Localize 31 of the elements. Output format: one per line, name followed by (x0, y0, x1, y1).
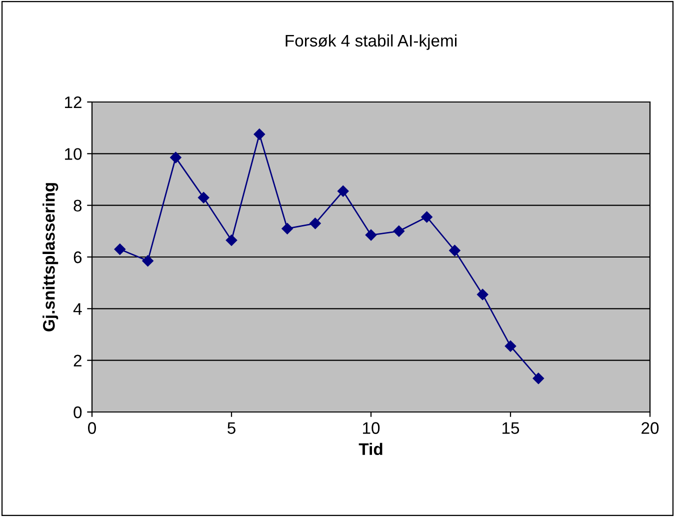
y-tick-label: 12 (65, 96, 82, 108)
point (449, 244, 460, 256)
y-tick-label: 0 (74, 406, 82, 418)
point (114, 244, 126, 255)
point (198, 192, 210, 204)
point (476, 288, 488, 300)
x-tick-label: 0 (88, 422, 96, 434)
point (170, 152, 182, 164)
point (393, 226, 405, 237)
x-tick-label: 20 (642, 422, 659, 434)
point (310, 218, 321, 230)
point (282, 222, 293, 234)
x-tick-label: 15 (502, 422, 520, 434)
y-tick-label: 2 (74, 354, 82, 366)
point (365, 229, 377, 241)
y-axis-title: Gj.snittsplassering (42, 183, 58, 332)
x-axis-title: Tid (358, 442, 382, 456)
y-tick-label: 4 (73, 303, 82, 315)
point (226, 234, 238, 246)
chart-title: Forsøk 4 stabil AI-kjemi (286, 34, 456, 50)
point (532, 372, 544, 384)
point (337, 186, 349, 197)
point (142, 255, 154, 266)
x-tick-label: 10 (363, 422, 380, 434)
x-tick-label: 5 (228, 422, 236, 434)
point (421, 211, 432, 223)
point (254, 128, 266, 140)
y-tick-label: 10 (65, 148, 82, 160)
y-tick-label: 8 (74, 200, 82, 212)
point (504, 340, 516, 352)
y-tick-label: 6 (74, 251, 82, 264)
